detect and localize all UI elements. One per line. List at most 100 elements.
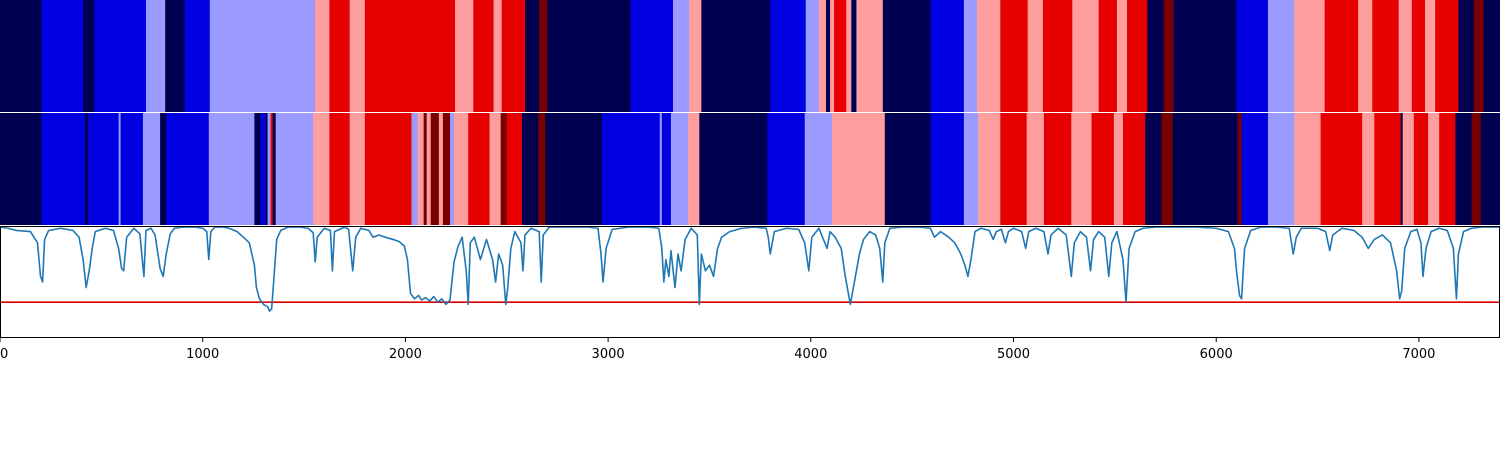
state-segment [275,113,314,225]
state-segment [701,0,771,112]
state-segment [208,113,255,225]
state-segment [272,113,277,225]
state-segment [313,113,330,225]
state-segment [1471,113,1482,225]
state-segment [1267,113,1295,225]
state-segment [1098,0,1118,112]
state-segment [85,113,89,225]
state-segment [41,113,86,225]
state-segment [1398,0,1413,112]
state-segment [1358,0,1373,112]
state-segment [411,113,418,225]
state-segment [1113,113,1124,225]
state-segment [430,113,440,225]
state-segment [539,0,548,112]
state-segment [930,0,965,112]
signal-line [0,226,1500,312]
state-segment [1400,113,1404,225]
state-segment [1000,113,1028,225]
state-segment [602,113,661,225]
state-segment [254,113,261,225]
state-segment [1236,0,1269,112]
state-segment [0,113,42,225]
state-segment [1072,0,1100,112]
state-segment [1455,113,1473,225]
x-tick-label: 2000 [389,347,422,362]
state-segment [209,0,316,112]
state-segment [315,0,330,112]
state-segment [423,113,428,225]
state-segment [118,113,122,225]
state-segment [832,113,886,225]
state-segment [851,0,857,112]
state-segment [1411,0,1426,112]
state-segment [1043,113,1072,225]
state-segment [1237,113,1242,225]
state-segment [160,113,167,225]
state-segment [1241,113,1269,225]
state-segment [521,113,539,225]
state-segment [455,0,474,112]
signal-panel [0,226,1500,338]
state-segment [165,0,185,112]
state-row-1 [0,0,1500,112]
state-segment [1127,0,1148,112]
state-segment [329,0,351,112]
state-segment [1473,0,1485,112]
state-segment [630,0,674,112]
state-segment [1026,113,1045,225]
state-segment [1042,0,1073,112]
state-segment [830,0,835,112]
state-segment [166,113,210,225]
state-segment [1402,113,1415,225]
state-segment [1071,113,1092,225]
state-segment [1000,0,1029,112]
state-segment [834,0,847,112]
state-segment [963,113,979,225]
state-segment [688,113,700,225]
state-segment [1428,113,1440,225]
state-segment [1362,113,1375,225]
state-segment [1294,113,1322,225]
state-segment [661,113,672,225]
state-segment [538,113,546,225]
state-segment [689,0,702,112]
state-segment [670,113,689,225]
state-segment [454,113,469,225]
state-segment [1163,0,1175,112]
state-segment [468,113,490,225]
state-segment [659,113,663,225]
state-segment [1320,113,1363,225]
state-segment [442,113,451,225]
x-tick-label: 5000 [997,347,1030,362]
state-segment [1116,0,1128,112]
state-segment [94,0,147,112]
state-segment [500,113,508,225]
state-segment [364,113,412,225]
state-segment [1122,113,1146,225]
state-segment [426,113,432,225]
state-segment [1294,0,1326,112]
x-tick-label: 7000 [1402,347,1435,362]
state-segment [1425,0,1436,112]
state-segment [88,113,119,225]
state-segment [882,0,931,112]
state-segment [1091,113,1115,225]
x-axis: 0 1000 2000 3000 4000 5000 6000 7000 [0,338,1435,362]
state-segment [489,113,502,225]
state-segment [1435,0,1459,112]
state-segment [846,0,852,112]
state-segment [930,113,965,225]
state-segment [818,0,827,112]
state-segment [493,0,503,112]
state-segment [417,113,425,225]
state-segment [120,113,144,225]
state-segment [438,113,444,225]
state-segment [267,113,272,225]
state-segment [349,113,366,225]
x-tick-label: 0 [0,347,8,362]
state-segment [977,0,1001,112]
state-segment [1267,0,1295,112]
x-tick-label: 1000 [186,347,219,362]
